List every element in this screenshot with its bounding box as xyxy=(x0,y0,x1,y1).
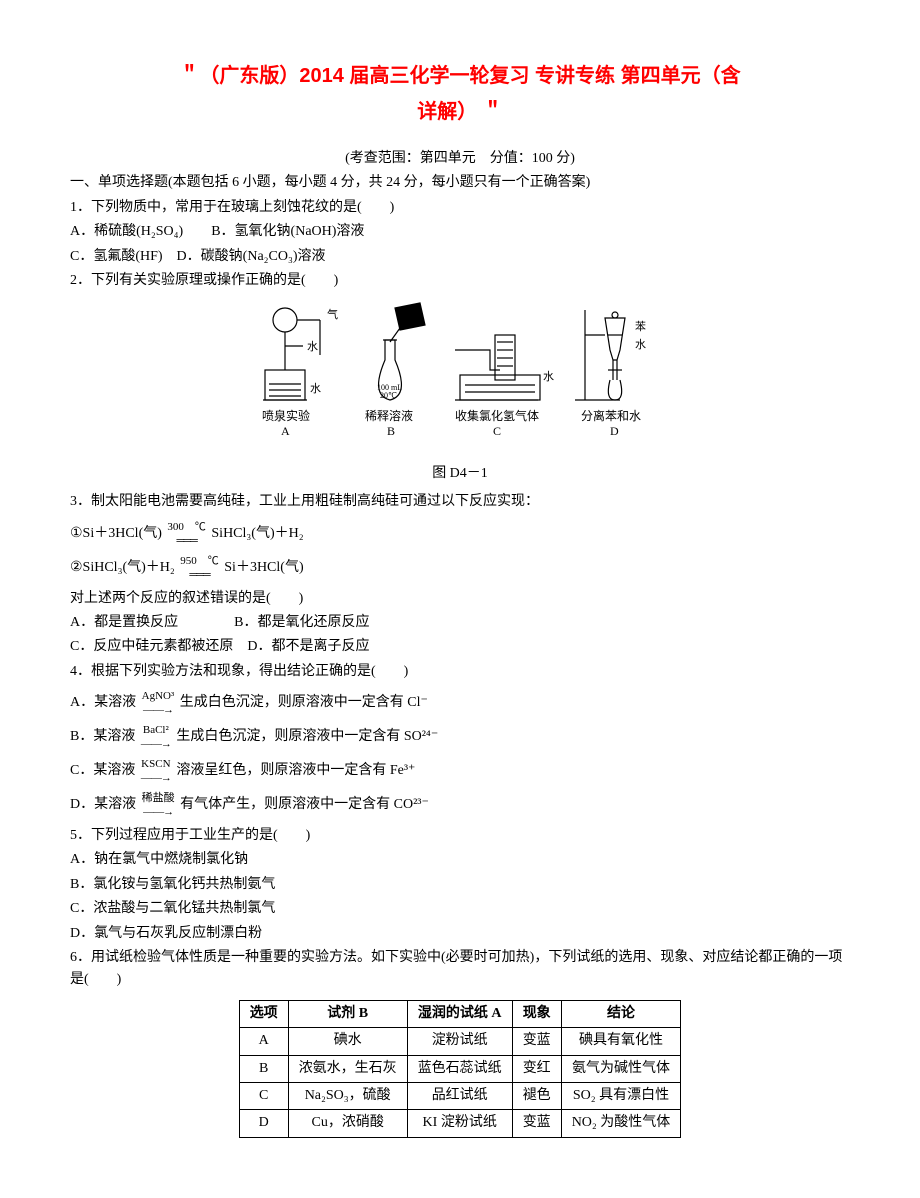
q3-lead: 对上述两个反应的叙述错误的是( ) xyxy=(70,588,850,610)
fig-lbl-shui-c: 水 xyxy=(543,370,554,383)
q4-c-cond: KSCN xyxy=(141,758,170,770)
q4-d-pre: D．某溶液 xyxy=(70,797,136,812)
q4-optD: D．某溶液 稀盐酸 ――→ 有气体产生，则原溶液中一定含有 CO²³⁻ xyxy=(70,791,850,819)
q2-stem: 2．下列有关实验原理或操作正确的是( ) xyxy=(70,270,850,292)
fig-lbl-temp2: 20℃ xyxy=(380,391,397,400)
fig-cap-d: 分离苯和水 xyxy=(581,408,641,423)
q1-stem: 1．下列物质中，常用于在玻璃上刻蚀花纹的是( ) xyxy=(70,197,850,219)
q1-opt-ab: A．稀硫酸(H₂SO₄) B．氢氧化钠(NaOH)溶液 xyxy=(70,221,850,243)
fig-lbl-qi: 气 xyxy=(327,307,338,321)
cell: 蓝色石蕊试纸 xyxy=(407,1055,512,1082)
q4-c-post: 溶液呈红色，则原溶液中一定含有 Fe³⁺ xyxy=(176,763,415,778)
cell: A xyxy=(239,1028,288,1055)
fig-cap-c: 收集氯化氢气体 xyxy=(455,408,539,423)
q2-figure: 气 水 水 喷泉实验 A 100 mL 20℃ 稀释溶液 B 水 收集氯化氢气体… xyxy=(70,300,850,458)
q4-stem: 4．根据下列实验方法和现象，得出结论正确的是( ) xyxy=(70,661,850,683)
table-row: D Cu，浓硝酸 KI 淀粉试纸 变蓝 NO₂ 为酸性气体 xyxy=(239,1110,681,1137)
fig-let-c: C xyxy=(493,424,501,438)
q4-optC: C．某溶液 KSCN ――→ 溶液呈红色，则原溶液中一定含有 Fe³⁺ xyxy=(70,757,850,785)
q3-eq1-left: ①Si＋3HCl(气) xyxy=(70,526,162,541)
q4-d-cond: 稀盐酸 xyxy=(142,792,175,804)
q3-stem: 3．制太阳能电池需要高纯硅，工业上用粗硅制高纯硅可通过以下反应实现： xyxy=(70,491,850,513)
q4-b-post: 生成白色沉淀，则原溶液中一定含有 SO²⁴⁻ xyxy=(176,729,438,744)
q5-stem: 5．下列过程应用于工业生产的是( ) xyxy=(70,825,850,847)
arrow-icon: 950 ℃ ═══ xyxy=(180,554,219,582)
table-row: A 碘水 淀粉试纸 变蓝 碘具有氧化性 xyxy=(239,1028,681,1055)
cell: SO₂ 具有漂白性 xyxy=(561,1082,681,1109)
cell: C xyxy=(239,1082,288,1109)
fig-let-b: B xyxy=(387,424,395,438)
fig-lbl-shui-a2: 水 xyxy=(310,382,321,395)
cell: 褪色 xyxy=(512,1082,561,1109)
th-paper: 湿润的试纸 A xyxy=(407,1000,512,1027)
th-opt: 选项 xyxy=(239,1000,288,1027)
arrow-icon: AgNO³ ――→ xyxy=(142,689,175,717)
fig-lbl-shui-d: 水 xyxy=(635,338,646,351)
cell: 变蓝 xyxy=(512,1028,561,1055)
q3-eq1: ①Si＋3HCl(气) 300 ℃ ═══ SiHCl₃(气)＋H₂ xyxy=(70,520,850,548)
cell: 碘具有氧化性 xyxy=(561,1028,681,1055)
fig-let-a: A xyxy=(281,424,290,438)
q2-figcap: 图 D4－1 xyxy=(70,463,850,485)
q4-d-post: 有气体产生，则原溶液中一定含有 CO²³⁻ xyxy=(180,797,429,812)
q4-a-post: 生成白色沉淀，则原溶液中一定含有 Cl⁻ xyxy=(180,695,428,710)
cell: D xyxy=(239,1110,288,1137)
fig-lbl-shui-a1: 水 xyxy=(307,340,318,353)
fig-let-d: D xyxy=(610,424,619,438)
q6-stem: 6．用试纸检验气体性质是一种重要的实验方法。如下实验中(必要时可加热)，下列试纸… xyxy=(70,947,850,992)
arrow-icon: KSCN ――→ xyxy=(141,757,171,785)
q4-b-pre: B．某溶液 xyxy=(70,729,135,744)
section-heading: 一、单项选择题(本题包括 6 小题，每小题 4 分，共 24 分，每小题只有一个… xyxy=(70,172,850,194)
q6-table: 选项 试剂 B 湿润的试纸 A 现象 结论 A 碘水 淀粉试纸 变蓝 碘具有氧化… xyxy=(239,1000,682,1138)
cell: 淀粉试纸 xyxy=(407,1028,512,1055)
cell: KI 淀粉试纸 xyxy=(407,1110,512,1137)
arrow-icon: 300 ℃ ═══ xyxy=(167,520,206,548)
fig-cap-b: 稀释溶液 xyxy=(365,408,413,423)
cell: 浓氨水，生石灰 xyxy=(288,1055,407,1082)
q3-opt-cd: C．反应中硅元素都被还原 D．都不是离子反应 xyxy=(70,636,850,658)
doc-title-line1: ＂（广东版）2014 届高三化学一轮复习 专讲专练 第四单元（含 xyxy=(70,60,850,92)
q3-eq1-cond: 300 ℃ xyxy=(167,521,206,533)
arrow-icon: BaCl² ――→ xyxy=(141,723,171,751)
table-header-row: 选项 试剂 B 湿润的试纸 A 现象 结论 xyxy=(239,1000,681,1027)
cell: 氨气为碱性气体 xyxy=(561,1055,681,1082)
q3-opt-ab: A．都是置换反应 B．都是氧化还原反应 xyxy=(70,612,850,634)
cell: 变红 xyxy=(512,1055,561,1082)
q4-b-cond: BaCl² xyxy=(143,724,169,736)
th-reagent: 试剂 B xyxy=(288,1000,407,1027)
cell: 碘水 xyxy=(288,1028,407,1055)
cell: Na₂SO₃，硫酸 xyxy=(288,1082,407,1109)
th-concl: 结论 xyxy=(561,1000,681,1027)
table-row: C Na₂SO₃，硫酸 品红试纸 褪色 SO₂ 具有漂白性 xyxy=(239,1082,681,1109)
q4-optB: B．某溶液 BaCl² ――→ 生成白色沉淀，则原溶液中一定含有 SO²⁴⁻ xyxy=(70,723,850,751)
cell: 品红试纸 xyxy=(407,1082,512,1109)
cell: B xyxy=(239,1055,288,1082)
q4-a-cond: AgNO³ xyxy=(142,690,175,702)
q3-eq2-cond: 950 ℃ xyxy=(180,555,219,567)
q5-optD: D．氯气与石灰乳反应制漂白粉 xyxy=(70,923,850,945)
table-row: B 浓氨水，生石灰 蓝色石蕊试纸 变红 氨气为碱性气体 xyxy=(239,1055,681,1082)
th-phenom: 现象 xyxy=(512,1000,561,1027)
q4-optA: A．某溶液 AgNO³ ――→ 生成白色沉淀，则原溶液中一定含有 Cl⁻ xyxy=(70,689,850,717)
q4-c-pre: C．某溶液 xyxy=(70,763,135,778)
scope-line: (考查范围：第四单元 分值：100 分) xyxy=(70,148,850,170)
q5-optA: A．钠在氯气中燃烧制氯化钠 xyxy=(70,849,850,871)
q3-eq2-right: Si＋3HCl(气) xyxy=(224,560,303,575)
q3-eq1-right: SiHCl₃(气)＋H₂ xyxy=(211,526,303,541)
doc-title-line2: 详解） ＂ xyxy=(70,96,850,128)
cell: NO₂ 为酸性气体 xyxy=(561,1110,681,1137)
q4-a-pre: A．某溶液 xyxy=(70,695,136,710)
arrow-icon: 稀盐酸 ――→ xyxy=(142,791,175,819)
q1-opt-cd: C．氢氟酸(HF) D．碳酸钠(Na₂CO₃)溶液 xyxy=(70,246,850,268)
q3-eq2-left: ②SiHCl₃(气)＋H₂ xyxy=(70,560,175,575)
q5-optC: C．浓盐酸与二氧化锰共热制氯气 xyxy=(70,898,850,920)
cell: 变蓝 xyxy=(512,1110,561,1137)
fig-lbl-ben: 苯 xyxy=(635,319,646,333)
q3-eq2: ②SiHCl₃(气)＋H₂ 950 ℃ ═══ Si＋3HCl(气) xyxy=(70,554,850,582)
fig-cap-a: 喷泉实验 xyxy=(262,408,310,423)
cell: Cu，浓硝酸 xyxy=(288,1110,407,1137)
q5-optB: B．氯化铵与氢氧化钙共热制氨气 xyxy=(70,874,850,896)
